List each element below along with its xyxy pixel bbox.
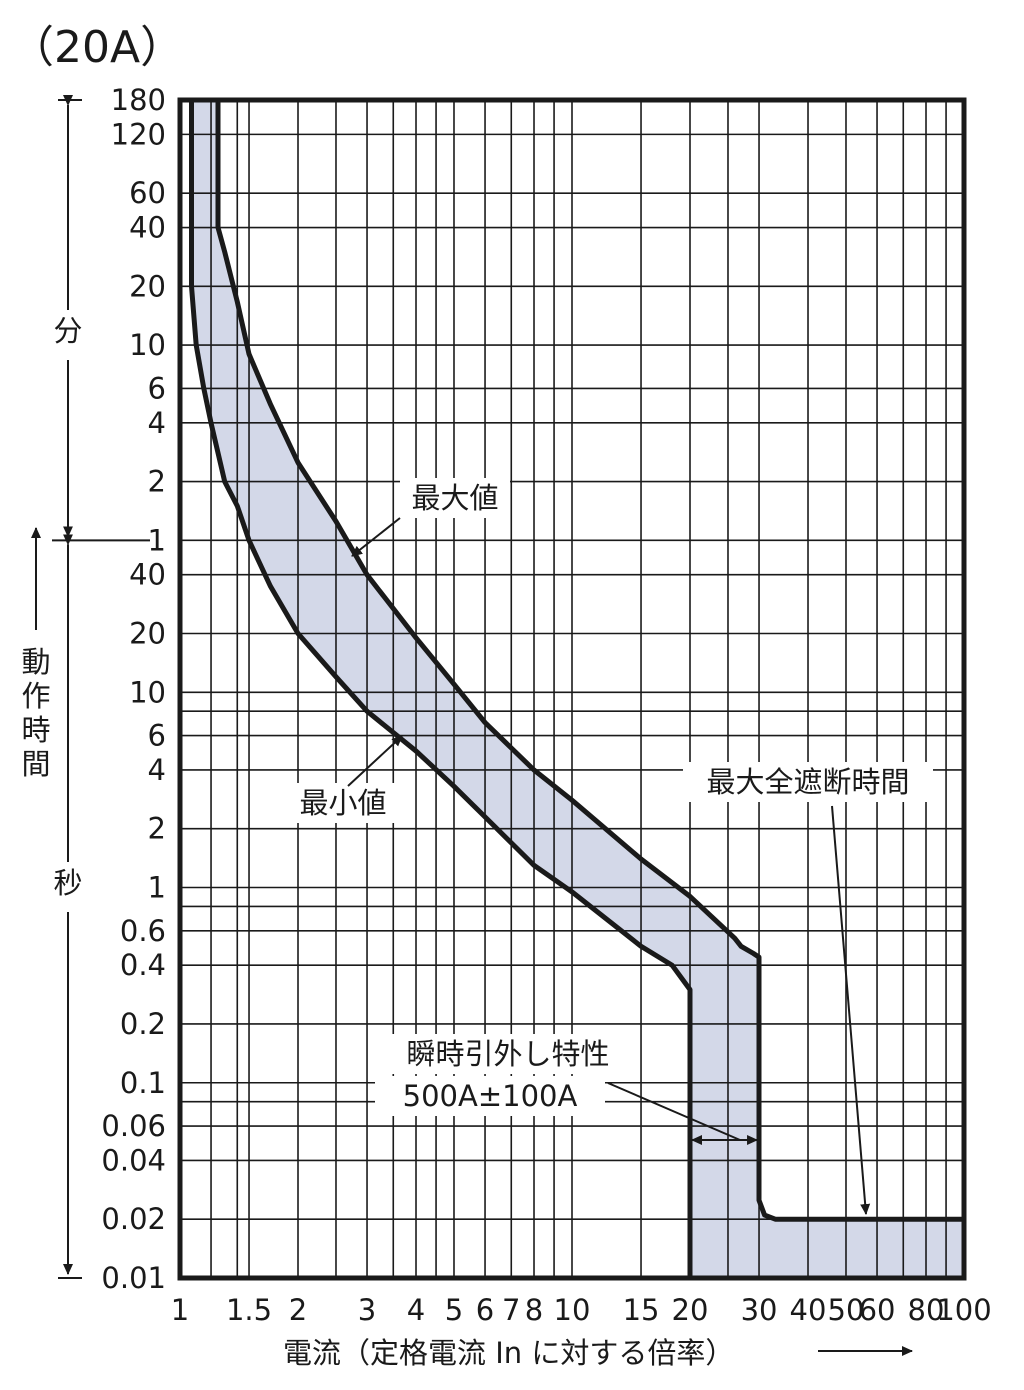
max-value-label-bg bbox=[400, 478, 510, 518]
y-tick-label-sec: 0.1 bbox=[120, 1066, 166, 1100]
y-axis-label-char: 動 bbox=[21, 645, 50, 679]
x-tick-label: 8 bbox=[525, 1293, 543, 1327]
x-tick-label: 4 bbox=[407, 1293, 425, 1327]
y-tick-label-sec: 0.01 bbox=[101, 1261, 166, 1295]
x-tick-label: 2 bbox=[289, 1293, 307, 1327]
y-tick-label-min: 40 bbox=[129, 211, 166, 245]
y-tick-label-sec: 10 bbox=[129, 675, 166, 709]
y-tick-label-sec: 0.4 bbox=[120, 948, 166, 982]
max-interrupt-label-bg bbox=[683, 762, 933, 802]
x-tick-label: 50 bbox=[828, 1293, 865, 1327]
y-tick-label-min: 4 bbox=[148, 406, 166, 440]
y-tick-label-min: 120 bbox=[111, 117, 166, 151]
y-tick-label-sec: 0.6 bbox=[120, 914, 166, 948]
min-value-label-bg bbox=[288, 783, 398, 823]
y-tick-label-min: 6 bbox=[148, 371, 166, 405]
max-curve-line bbox=[215, 100, 964, 1222]
curve-lines bbox=[189, 100, 964, 1278]
y-axis-label-char: 間 bbox=[21, 747, 50, 781]
instant-range-label-bg bbox=[375, 1076, 605, 1116]
x-tick-label: 3 bbox=[358, 1293, 376, 1327]
y-tick-label-sec: 4 bbox=[148, 753, 166, 787]
y-tick-label-sec: 1 bbox=[148, 871, 166, 905]
y-tick-label-min: 180 bbox=[111, 83, 166, 117]
x-tick-label: 7 bbox=[502, 1293, 520, 1327]
x-tick-label: 60 bbox=[859, 1293, 896, 1327]
x-tick-label: 5 bbox=[445, 1293, 463, 1327]
y-tick-label-min: 1 bbox=[148, 523, 166, 557]
y-tick-labels: 18012060402010642140201064210.60.40.20.1… bbox=[101, 83, 166, 1295]
x-tick-label: 40 bbox=[790, 1293, 827, 1327]
y-tick-label-min: 2 bbox=[148, 465, 166, 499]
y-tick-label-sec: 0.2 bbox=[120, 1007, 166, 1041]
instant-trip-label: 瞬時引外し特性 bbox=[406, 1037, 609, 1071]
y-tick-label-sec: 0.04 bbox=[101, 1143, 166, 1177]
x-tick-label: 80 bbox=[908, 1293, 945, 1327]
y-tick-label-min: 20 bbox=[129, 269, 166, 303]
y-tick-label-sec: 2 bbox=[148, 812, 166, 846]
min-value-label: 最小値 bbox=[299, 786, 386, 820]
instant-trip-label-bg bbox=[383, 1034, 633, 1074]
x-tick-label: 30 bbox=[741, 1293, 778, 1327]
x-tick-label: 20 bbox=[672, 1293, 709, 1327]
y-tick-label-sec: 0.02 bbox=[101, 1202, 166, 1236]
y-tick-label-min: 10 bbox=[129, 328, 166, 362]
max-value-arrow bbox=[351, 517, 401, 557]
x-tick-label: 100 bbox=[936, 1293, 991, 1327]
x-tick-label: 1 bbox=[171, 1293, 189, 1327]
y-tick-label-sec: 20 bbox=[129, 616, 166, 650]
max-value-label: 最大値 bbox=[411, 481, 498, 515]
min-value-arrow bbox=[347, 735, 403, 787]
max-interrupt-arrow bbox=[831, 805, 871, 1215]
instant-range-label: 500A±100A bbox=[403, 1079, 578, 1113]
y-tick-label-sec: 6 bbox=[148, 719, 166, 753]
chart-title: （20A） bbox=[10, 22, 184, 73]
y-tick-label-sec: 40 bbox=[129, 558, 166, 592]
seconds-unit-label: 秒 bbox=[53, 866, 82, 900]
plot-frame bbox=[177, 97, 967, 1281]
y-axis-label-char: 時 bbox=[21, 713, 50, 747]
y-axis-label-char: 作 bbox=[21, 679, 50, 713]
y-tick-label-min: 60 bbox=[129, 176, 166, 210]
instant-leader-line bbox=[607, 1082, 741, 1141]
max-interrupt-label: 最大全遮断時間 bbox=[706, 765, 909, 799]
x-tick-label: 10 bbox=[554, 1293, 591, 1327]
y-tick-label-sec: 0.06 bbox=[101, 1109, 166, 1143]
x-tick-label: 6 bbox=[476, 1293, 494, 1327]
x-tick-label: 15 bbox=[623, 1293, 660, 1327]
minutes-unit-label: 分 bbox=[53, 314, 82, 348]
x-axis-label: 電流（定格電流 In に対する倍率） bbox=[283, 1336, 734, 1370]
x-tick-label: 1.5 bbox=[226, 1293, 272, 1327]
min-curve-line bbox=[189, 100, 693, 1278]
